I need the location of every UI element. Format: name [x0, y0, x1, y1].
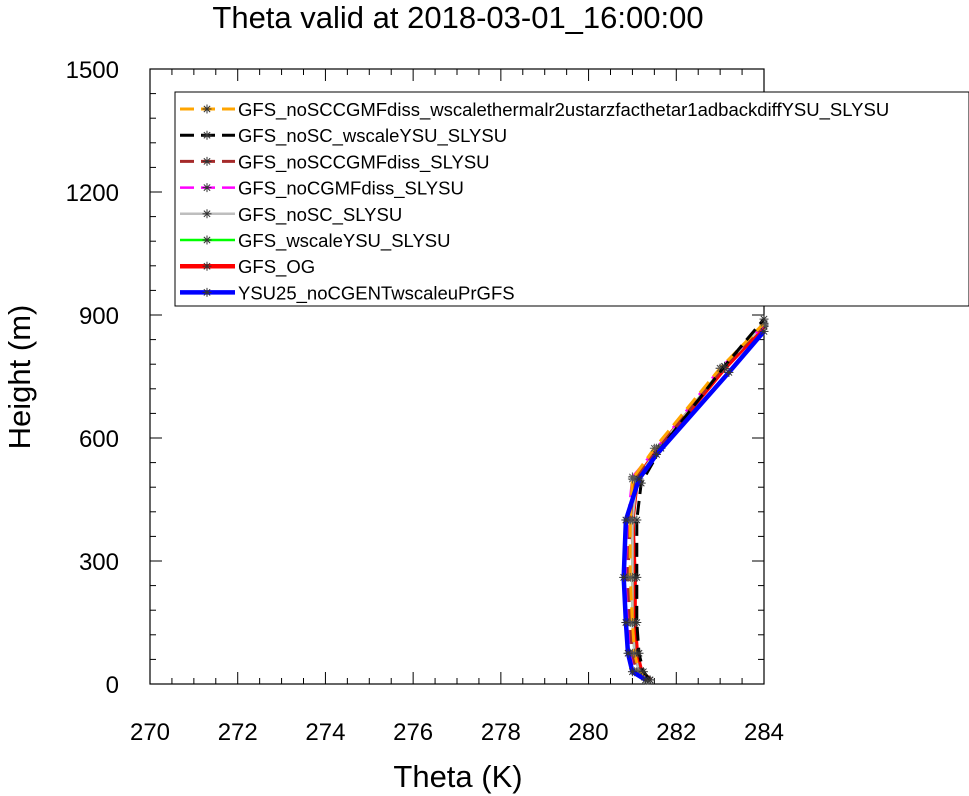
series-line-1	[628, 322, 766, 681]
series-marker-8	[621, 618, 631, 627]
series-line-6	[631, 323, 765, 681]
chart-title: Theta valid at 2018-03-01_16:00:00	[212, 0, 703, 35]
legend-entry-label: GFS_noSC_wscaleYSU_SLYSU	[238, 125, 507, 147]
legend-entry-label: GFS_noSCCGMFdiss_wscalethermalr2ustarzfa…	[238, 99, 889, 121]
x-tick-label: 276	[393, 719, 433, 746]
legend-entry-label: YSU25_noCGENTwscaleuPrGFS	[238, 282, 515, 304]
series-line-4	[624, 324, 765, 681]
x-tick-label: 272	[218, 719, 258, 746]
x-tick-label: 284	[744, 719, 784, 746]
series-line-7	[630, 324, 766, 682]
legend-entry-label: GFS_noSC_SLYSU	[238, 204, 402, 226]
series-line-5	[631, 323, 765, 681]
series-marker-8	[641, 675, 651, 685]
series-marker-8	[724, 367, 734, 377]
legend-marker	[202, 104, 212, 114]
legend-entry-label: GFS_wscaleYSU_SLYSU	[238, 230, 451, 252]
legend-marker	[202, 209, 212, 219]
legend: GFS_noSCCGMFdiss_wscalethermalr2ustarzfa…	[174, 91, 969, 307]
x-tick-label: 280	[569, 719, 609, 746]
series-marker-8	[623, 648, 633, 658]
series-marker-2	[759, 314, 769, 324]
legend-box	[174, 91, 969, 307]
legend-marker	[202, 287, 212, 297]
y-tick-label: 900	[79, 303, 119, 330]
series-marker-8	[652, 449, 662, 459]
y-tick-label: 1500	[66, 57, 119, 84]
series-marker-8	[627, 667, 637, 677]
series-marker-2	[632, 618, 642, 627]
series-marker-1	[627, 474, 637, 484]
series-line-2	[635, 318, 766, 681]
legend-marker	[202, 156, 212, 166]
y-tick-label: 1200	[66, 180, 119, 207]
plot-area	[619, 314, 769, 685]
legend-marker	[202, 130, 212, 140]
series-marker-8	[634, 474, 644, 484]
legend-entry-label: GFS_noSCCGMFdiss_SLYSU	[238, 151, 490, 173]
series-marker-8	[619, 572, 629, 582]
axes: 270 272 274 276 278 280 282 284 0 300 600 900 1200 15…	[66, 57, 784, 746]
x-tick-label: 270	[130, 719, 170, 746]
legend-entry-label: GFS_OG	[238, 256, 315, 278]
series-marker-2	[632, 572, 642, 582]
x-tick-label: 274	[305, 719, 345, 746]
x-axis-label: Theta (K)	[393, 759, 522, 794]
series-marker-2	[634, 648, 644, 658]
series-marker-2	[632, 515, 642, 525]
y-axis-label: Height (m)	[2, 305, 37, 450]
y-tick-label: 300	[79, 549, 119, 576]
legend-entry-label: GFS_noCGMFdiss_SLYSU	[238, 178, 464, 200]
legend-marker	[202, 261, 212, 271]
y-tick-label: 600	[79, 426, 119, 453]
x-tick-label: 278	[481, 719, 521, 746]
series-marker-8	[621, 515, 631, 525]
y-tick-label: 0	[106, 672, 119, 699]
series-marker-2	[720, 361, 730, 371]
legend-marker	[202, 235, 212, 245]
x-tick-label: 282	[656, 719, 696, 746]
legend-marker	[202, 183, 212, 193]
series-marker-8	[759, 326, 769, 336]
series-line-8	[621, 329, 766, 682]
series-line-3	[626, 322, 766, 682]
series-marker-2	[638, 667, 648, 677]
